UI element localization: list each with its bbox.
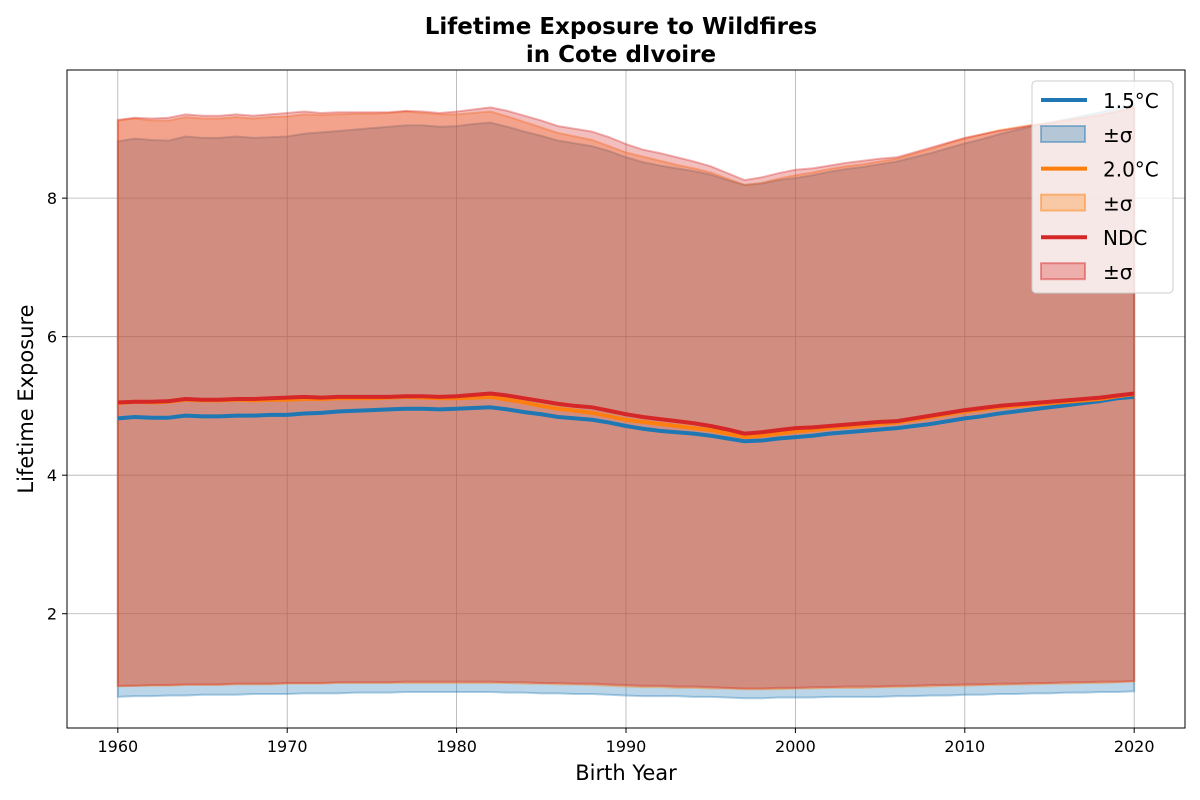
x-tick-label: 2010	[944, 737, 985, 756]
uncertainty-bands	[116, 104, 1136, 700]
legend-label: NDC	[1103, 226, 1147, 250]
legend-label: ±σ	[1103, 123, 1133, 147]
y-tick-label: 2	[47, 605, 57, 624]
legend-label: 1.5°C	[1103, 89, 1159, 113]
x-tick-label: 2000	[775, 737, 816, 756]
legend-band-swatch	[1040, 262, 1086, 281]
band-NDC	[116, 106, 1136, 690]
x-tick-label: 1980	[436, 737, 477, 756]
series-lines	[117, 391, 1135, 444]
grid	[67, 70, 1185, 728]
y-axis-label: Lifetime Exposure	[14, 304, 38, 493]
band-1.5°C	[116, 104, 1136, 700]
legend: 1.5°C ±σ 2.0°C ±σ NDC ±σ	[1031, 80, 1174, 294]
x-axis-label: Birth Year	[575, 761, 677, 785]
axis-ticks: 1960 1970 1980 1990 2000 2010 2020 2 4 6 8	[47, 189, 1155, 756]
legend-label: 2.0°C	[1103, 158, 1159, 182]
y-tick-label: 4	[47, 466, 57, 485]
legend-label: ±σ	[1103, 260, 1133, 284]
line-1.5°C	[117, 394, 1135, 444]
band-2.0°C	[116, 105, 1136, 691]
legend-frame	[1031, 80, 1174, 294]
chart-title: Lifetime Exposure to Wildfires	[425, 14, 818, 40]
chart-subtitle: in Cote dIvoire	[526, 42, 716, 68]
legend-label: ±σ	[1103, 192, 1133, 216]
line-NDC	[117, 391, 1135, 436]
x-tick-label: 2020	[1114, 737, 1155, 756]
y-tick-label: 8	[47, 189, 57, 208]
x-tick-label: 1990	[606, 737, 647, 756]
legend-band-swatch	[1040, 193, 1086, 212]
x-tick-label: 1970	[267, 737, 308, 756]
x-tick-label: 1960	[97, 737, 138, 756]
legend-band-swatch	[1040, 125, 1086, 143]
y-tick-label: 6	[47, 328, 57, 347]
